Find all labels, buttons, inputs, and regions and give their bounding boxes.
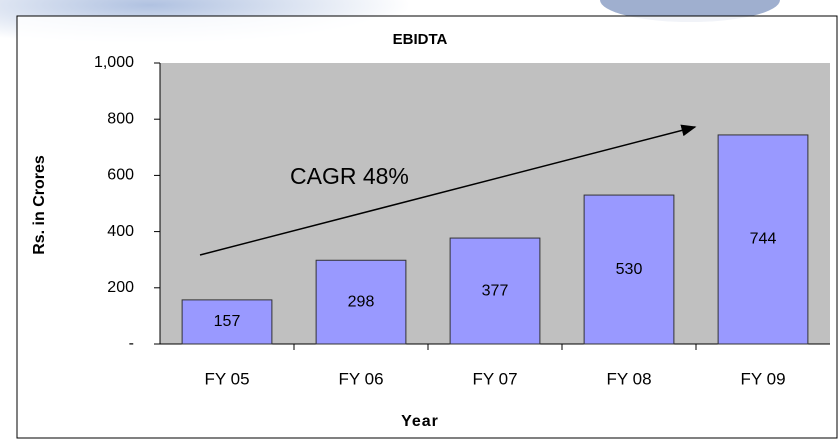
x-tick-label: FY 06 xyxy=(338,369,383,388)
x-tick-label: FY 08 xyxy=(606,369,651,388)
data-label: 157 xyxy=(214,313,241,330)
x-axis-label: Year xyxy=(401,413,439,430)
data-label: 377 xyxy=(482,282,509,299)
y-tick-label: 600 xyxy=(107,167,134,184)
y-tick-label: 800 xyxy=(107,110,134,127)
x-tick-label: FY 07 xyxy=(472,369,517,388)
y-tick-label: 200 xyxy=(107,279,134,296)
bar xyxy=(717,134,809,345)
chart-title: EBIDTA xyxy=(393,31,448,48)
y-tick-label: 1,000 xyxy=(94,54,134,71)
x-tick-label: FY 09 xyxy=(740,369,785,388)
trend-arrow xyxy=(199,124,697,256)
data-label: 298 xyxy=(348,293,375,310)
y-tick-label: 400 xyxy=(107,223,134,240)
data-label: 530 xyxy=(616,261,643,278)
x-tick-label: FY 05 xyxy=(204,369,249,388)
y-axis-label: Rs. in Crores xyxy=(31,155,48,255)
bar xyxy=(315,259,407,345)
bar xyxy=(449,237,541,345)
bar xyxy=(181,299,273,345)
data-label: 744 xyxy=(750,231,777,248)
y-tick-label: - xyxy=(129,335,134,352)
bar xyxy=(583,194,675,345)
annotation: CAGR 48% xyxy=(290,163,409,189)
